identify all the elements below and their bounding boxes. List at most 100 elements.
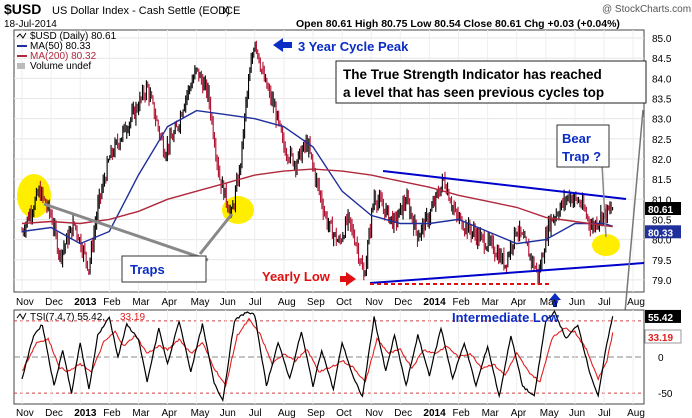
- month-tick-label: Aug: [278, 408, 296, 418]
- tsi-value-label: 55.42: [648, 313, 673, 324]
- month-tick-label: Aug: [627, 297, 645, 308]
- lower-trendline: [369, 262, 645, 284]
- month-tick-label: Nov: [16, 408, 34, 418]
- upper-trendline: [382, 170, 627, 200]
- bear-trap-box: [556, 124, 610, 168]
- cycle-peak-label: 3 Year Cycle Peak: [298, 39, 409, 54]
- month-tick-label: 2014: [423, 297, 446, 308]
- month-tick-label: Apr: [162, 297, 178, 308]
- instrument-name: US Dollar Index - Cash Settle (EOD): [52, 5, 230, 17]
- month-tick-label: Oct: [336, 408, 352, 418]
- month-tick-label: Mar: [482, 297, 500, 308]
- price-value-label-bg: [645, 225, 681, 239]
- yearly-low-annotation: Yearly Low: [262, 269, 356, 286]
- chart-date: 18-Jul-2014: [4, 19, 57, 30]
- price-value-label-bg: [645, 202, 681, 216]
- bear-trap-highlight: [592, 234, 620, 256]
- month-tick-label: Apr: [511, 408, 527, 418]
- legend-price: $USD (Daily) 80.61: [30, 31, 117, 42]
- watermark: @ StockCharts.com: [602, 4, 691, 15]
- month-tick-label: May: [191, 297, 210, 308]
- tsi-line: [21, 309, 614, 403]
- trap-highlight-1: [17, 174, 51, 218]
- month-tick-label: Nov: [16, 297, 34, 308]
- month-tick-label: Feb: [103, 297, 121, 308]
- tsi-callout-box: [335, 60, 647, 104]
- month-tick-label: Jun: [569, 408, 585, 418]
- month-tick-label: Dec: [394, 297, 412, 308]
- tsi-legend-icon: [16, 312, 27, 321]
- price-tick-label: 80.0: [652, 236, 672, 247]
- trap-pointer-1: [43, 202, 209, 262]
- month-tick-label: Jun: [569, 297, 585, 308]
- month-axis-bottom: Nov Dec 2013 Feb Mar Apr May Jun Jul Aug Sep Oct Nov…: [16, 408, 645, 418]
- month-tick-label: Jun: [220, 297, 236, 308]
- month-tick-label: Mar: [132, 297, 150, 308]
- price-legend-icon: [16, 32, 27, 39]
- tsi-gridlines: [14, 310, 644, 404]
- trap-pointer-2: [198, 213, 234, 255]
- price-tick-label: 83.5: [652, 95, 672, 106]
- month-tick-label: Mar: [132, 408, 150, 418]
- ma50-line: [21, 109, 613, 245]
- month-tick-label: Apr: [162, 408, 178, 418]
- month-tick-label: 2013: [74, 408, 97, 418]
- month-tick-label: Dec: [45, 408, 63, 418]
- price-tick-label: 80.5: [652, 215, 672, 226]
- month-tick-label: Aug: [627, 408, 645, 418]
- month-tick-label: May: [191, 408, 210, 418]
- yearly-low-label: Yearly Low: [262, 269, 331, 284]
- month-tick-label: Sep: [307, 408, 325, 418]
- month-tick-label: Aug: [278, 297, 296, 308]
- price-tick-label: 81.0: [652, 195, 672, 206]
- price-tick-label: 84.5: [652, 54, 672, 65]
- month-tick-label: Nov: [365, 408, 383, 418]
- tsi-series-group: [21, 309, 614, 403]
- price-tick-label: 81.5: [652, 175, 672, 186]
- ohlc-readout: Open 80.61 High 80.75 Low 80.54 Close 80…: [296, 18, 620, 30]
- price-tick-label: 84.0: [652, 74, 672, 85]
- price-tick-label: 79.0: [652, 276, 672, 287]
- month-tick-label: Feb: [453, 408, 471, 418]
- month-tick-label: Jul: [249, 408, 262, 418]
- volume-legend-icon: [17, 63, 25, 69]
- month-tick-label: Jul: [598, 297, 611, 308]
- month-tick-label: Mar: [482, 408, 500, 418]
- bear-trap-pointer: [601, 164, 607, 238]
- tsi-tick-label: 0: [658, 353, 664, 364]
- price-value-label: 80.61: [648, 205, 673, 216]
- month-tick-label: May: [540, 408, 559, 418]
- traps-label: Traps: [130, 262, 165, 277]
- price-value-label: 80.33: [648, 228, 673, 239]
- month-tick-label: Nov: [365, 297, 383, 308]
- tsi-tick-label: -50: [658, 389, 673, 400]
- month-tick-label: 2014: [423, 408, 446, 418]
- bear-trap-line2: Trap ?: [562, 149, 601, 164]
- month-tick-label: Jul: [598, 408, 611, 418]
- month-tick-label: Feb: [453, 297, 471, 308]
- price-tick-label: 82.0: [652, 155, 672, 166]
- legend-ma50: MA(50) 80.33: [30, 41, 91, 52]
- price-tick-label: 79.5: [652, 256, 672, 267]
- price-value-labels: 80.61 80.33: [645, 202, 681, 239]
- price-series-group: [21, 40, 614, 285]
- tsi-value-label: 33.19: [648, 333, 673, 344]
- exchange: ICE: [222, 5, 240, 17]
- ma200-line: [21, 168, 613, 228]
- price-tick-label: 83.0: [652, 115, 672, 126]
- month-tick-label: Jul: [249, 297, 262, 308]
- month-tick-label: Dec: [394, 408, 412, 418]
- intermediate-low-label: Intermediate Low: [452, 310, 560, 325]
- chart-header: $USD US Dollar Index - Cash Settle (EOD)…: [4, 1, 691, 30]
- price-legend: $USD (Daily) 80.61 MA(50) 80.33 MA(200) …: [16, 31, 117, 72]
- legend-volume: Volume undef: [30, 61, 91, 72]
- bear-trap-line1: Bear: [562, 131, 591, 146]
- tsi-value-label-bg: [644, 329, 682, 344]
- month-tick-label: Dec: [45, 297, 63, 308]
- month-axis-top: Nov Dec 2013 Feb Mar Apr May Jun Jul Aug Sep Oct Nov…: [16, 297, 645, 308]
- month-tick-label: May: [540, 297, 559, 308]
- tsi-callout-line2: a level that has seen previous cycles to…: [343, 85, 604, 100]
- price-y-axis: 79.0 79.5 80.0 80.5 81.0 81.5 82.0 82.5 83.0 83.5…: [652, 34, 672, 287]
- symbol: $USD: [4, 1, 41, 17]
